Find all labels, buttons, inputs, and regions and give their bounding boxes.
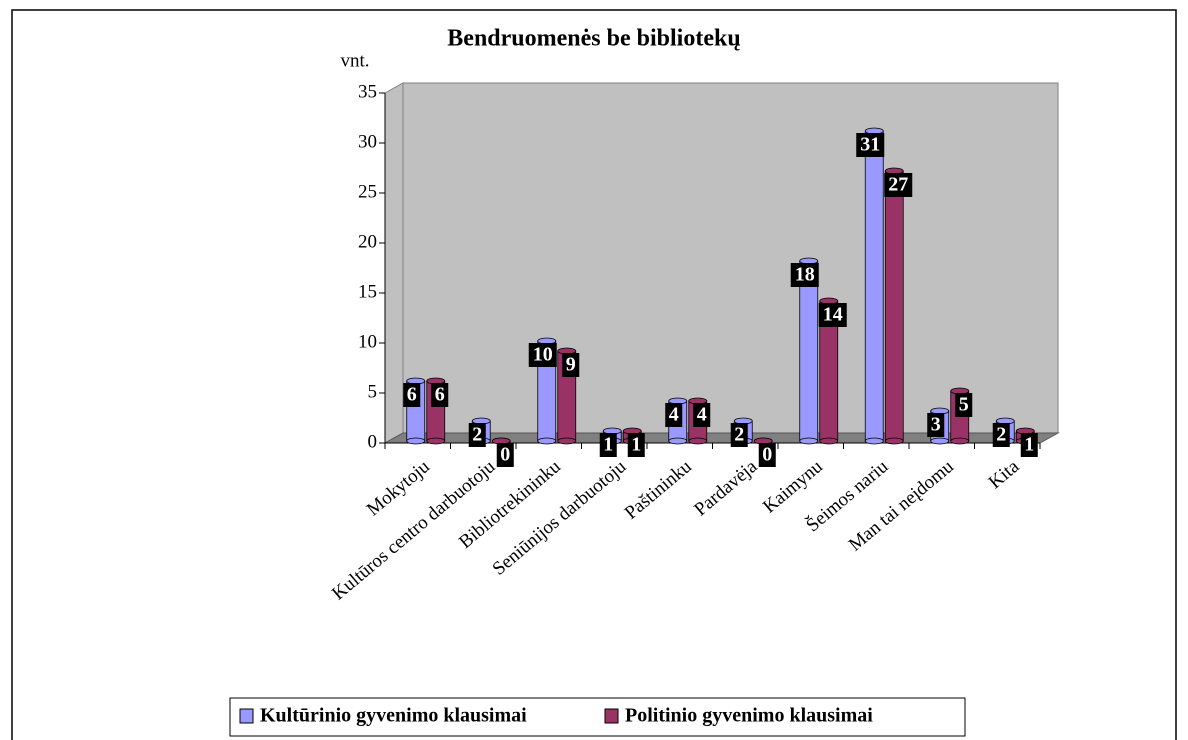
data-label: 2 [996, 424, 1006, 446]
bar-bottom [884, 437, 904, 445]
data-label-bg [599, 433, 617, 457]
bar-bottom [557, 437, 577, 445]
data-label-bg [665, 403, 683, 427]
bar-bottom [668, 437, 688, 445]
data-label: 3 [931, 414, 941, 436]
data-label: 4 [697, 404, 707, 426]
y-tick-label: 30 [358, 131, 377, 152]
legend-label: Kultūrinio gyvenimo klausimai [260, 705, 527, 727]
data-label-bg [562, 353, 580, 377]
data-label-bg [496, 443, 514, 467]
data-label: 2 [472, 424, 482, 446]
data-label-bg [730, 423, 748, 447]
y-tick-label: 25 [358, 181, 377, 202]
bar-bottom [799, 437, 819, 445]
bar-bottom [950, 437, 970, 445]
legend-label: Politinio gyvenimo klausimai [625, 705, 873, 727]
data-label: 6 [407, 384, 417, 406]
data-label: 0 [762, 444, 772, 466]
y-tick-label: 10 [358, 331, 377, 352]
data-label: 1 [1024, 434, 1034, 456]
data-label: 18 [795, 264, 815, 286]
data-label: 1 [631, 434, 641, 456]
bar-bottom [930, 437, 950, 445]
data-label: 5 [959, 394, 969, 416]
bar [799, 260, 819, 442]
data-label-bg [818, 303, 847, 327]
bar [884, 170, 904, 442]
legend-box [229, 697, 966, 737]
data-label-bg [992, 423, 1010, 447]
back-wall [402, 82, 1059, 434]
data-label-bg [884, 173, 913, 197]
data-label: 10 [533, 344, 553, 366]
data-label-bg [693, 403, 711, 427]
y-tick-label: 20 [358, 231, 377, 252]
data-label-bg [856, 133, 885, 157]
data-label: 14 [823, 304, 843, 326]
legend-swatch [604, 708, 619, 724]
data-label: 0 [500, 444, 510, 466]
bar-bottom [406, 437, 426, 445]
data-label-bg [528, 343, 557, 367]
legend-swatch [239, 708, 254, 724]
y-tick-label: 15 [358, 281, 377, 302]
data-label-bg [431, 383, 449, 407]
data-label: 31 [860, 134, 880, 156]
bar-bottom [426, 437, 446, 445]
bar-bottom [819, 437, 839, 445]
data-label: 27 [888, 174, 908, 196]
y-tick-label: 5 [368, 381, 378, 402]
data-label: 9 [566, 354, 576, 376]
bar [864, 130, 884, 442]
y-tick-label: 35 [358, 81, 377, 102]
data-label-bg [927, 413, 945, 437]
data-label: 4 [669, 404, 679, 426]
data-label-bg [1020, 433, 1038, 457]
data-label-bg [955, 393, 973, 417]
data-label: 2 [734, 424, 744, 446]
bar-bottom [864, 437, 884, 445]
data-label: 1 [603, 434, 613, 456]
bar-bottom [537, 437, 557, 445]
data-label-bg [403, 383, 421, 407]
data-label-bg [468, 423, 486, 447]
data-label-bg [758, 443, 776, 467]
y-axis-label: vnt. [340, 50, 369, 71]
side-wall [384, 82, 404, 444]
bar-bottom [688, 437, 708, 445]
data-label-bg [627, 433, 645, 457]
y-tick-label: 0 [368, 431, 378, 452]
chart-title: Bendruomenės be bibliotekų [447, 26, 740, 52]
data-label: 6 [435, 384, 445, 406]
data-label-bg [790, 263, 819, 287]
